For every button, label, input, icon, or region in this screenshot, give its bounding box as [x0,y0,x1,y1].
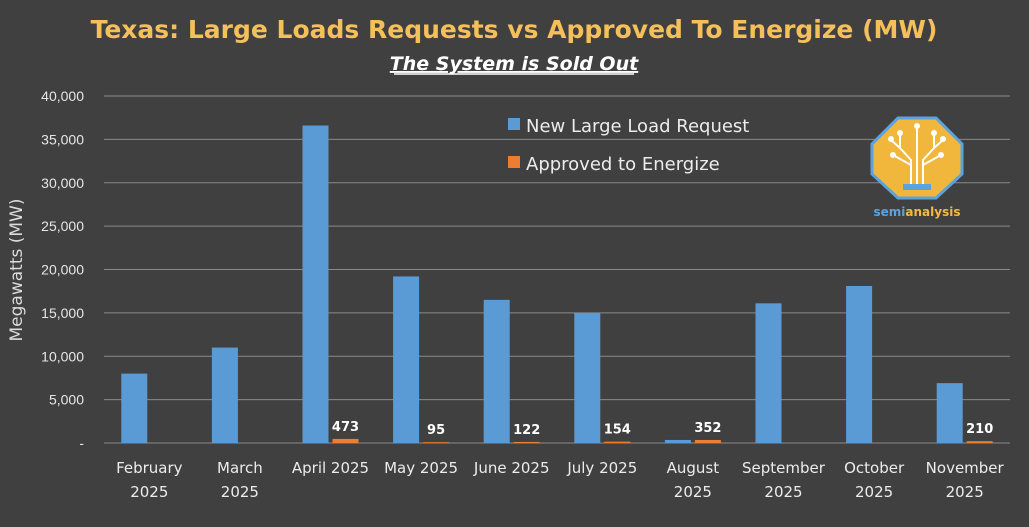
data-label: 352 [694,421,721,436]
x-axis-ticks: February 2025 March 2025 April 2025 May 2025 J… [116,459,1004,501]
logo-text-analysis: analysis [905,205,960,219]
x-tick-label: August [667,459,720,477]
chart-subtitle: The System is Sold Out [390,53,639,75]
bar-large-load-request [483,299,510,443]
bar-approved-to-energize [604,441,631,443]
y-tick-label: 20,000 [41,262,84,278]
bar-large-load-request [574,312,601,443]
y-tick-label: 5,000 [49,392,84,408]
x-tick-label: 2025 [130,483,168,501]
y-tick-label: 15,000 [41,305,84,321]
semianalysis-logo: semianalysis [870,116,964,219]
tree-circuit-icon [888,123,946,190]
x-tick-label: 2025 [855,483,893,501]
bar-large-load-request [393,276,420,443]
bar-large-load-request [664,439,691,443]
y-tick-label: 35,000 [41,131,84,147]
x-tick-label: November [926,459,1005,477]
bar-approved-to-energize [332,438,359,443]
legend-label-requests: New Large Load Request [526,116,749,137]
bar-approved-to-energize [966,441,993,443]
x-tick-label: 2025 [946,483,984,501]
bar-approved-to-energize [513,441,540,443]
x-tick-label: May 2025 [384,459,458,477]
y-axis-label: Megawatts (MW) [7,199,27,342]
data-label: 154 [604,423,631,438]
data-label: 95 [427,423,445,438]
bar-large-load-request [936,383,963,443]
gridlines [104,95,1010,444]
y-tick-label: - [79,435,84,451]
bar-large-load-request [755,303,782,443]
bar-approved-to-energize [423,442,450,443]
y-axis-ticks: - 5,000 10,000 15,000 20,000 25,000 30,000 35,0… [41,88,84,451]
x-tick-label: June 2025 [473,459,550,477]
bars [121,125,993,444]
logo-text-semi: semi [874,205,906,219]
y-tick-label: 10,000 [41,348,84,364]
x-tick-label: March [217,459,263,477]
y-tick-label: 30,000 [41,175,84,191]
x-tick-label: September [742,459,826,477]
x-tick-label: February [116,459,183,477]
bar-large-load-request [302,125,329,444]
data-label: 473 [332,420,359,435]
x-tick-label: 2025 [764,483,802,501]
logo-text: semianalysis [874,205,961,219]
bar-large-load-request [211,347,238,443]
bar-approved-to-energize [694,439,721,443]
bar-large-load-request [846,285,873,443]
y-tick-label: 40,000 [41,88,84,104]
bar-large-load-request [121,373,148,443]
legend: New Large Load Request Approved to Energ… [508,116,749,175]
x-tick-label: April 2025 [292,459,369,477]
x-tick-label: 2025 [674,483,712,501]
x-tick-label: October [844,459,905,477]
data-labels: 473 95 122 154 352 210 [332,420,993,438]
y-tick-label: 25,000 [41,218,84,234]
x-tick-label: July 2025 [566,459,637,477]
x-tick-label: 2025 [221,483,259,501]
data-label: 210 [966,422,993,437]
legend-swatch-approved [508,156,520,168]
legend-swatch-requests [508,118,520,130]
legend-label-approved: Approved to Energize [526,154,720,175]
data-label: 122 [513,423,540,438]
chart-title: Texas: Large Loads Requests vs Approved … [91,15,938,44]
